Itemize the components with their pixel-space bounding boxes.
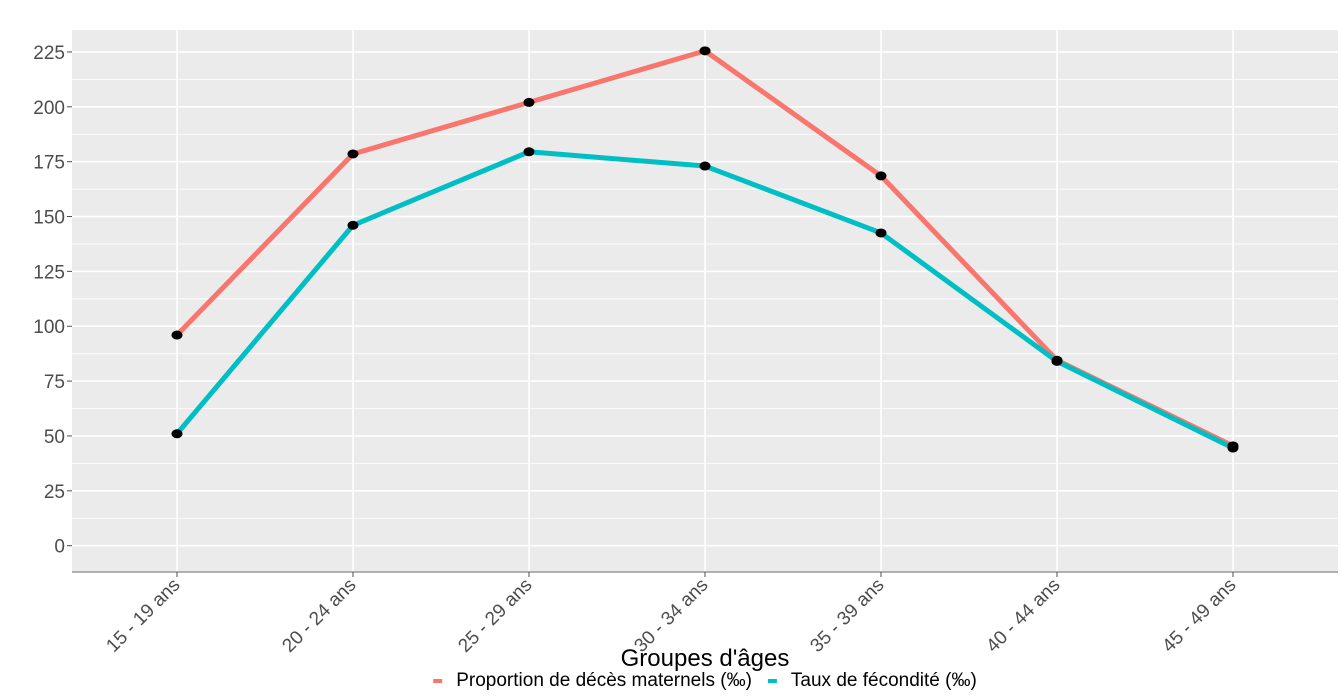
y-tick-label: 200 [33, 98, 65, 119]
x-tick-label: 35 - 39 ans [806, 575, 888, 657]
legend: Proportion de décès maternels (‰) Taux de… [433, 670, 977, 691]
legend-key-2 [767, 679, 777, 683]
x-tick-label: 45 - 49 ans [1158, 575, 1240, 657]
y-tick-label: 175 [33, 153, 65, 174]
data-point-s1-2 [347, 149, 359, 159]
data-point-s1-3 [523, 97, 535, 107]
data-point-s2-5 [875, 228, 887, 238]
x-axis-title: Groupes d'âges [621, 645, 790, 672]
y-tick-label: 100 [33, 317, 65, 338]
series-points [171, 46, 1239, 453]
y-tick-label: 25 [44, 482, 65, 503]
x-tick-label: 40 - 44 ans [982, 575, 1064, 657]
data-point-s1-5 [875, 171, 887, 181]
data-point-s2-6 [1051, 356, 1063, 366]
data-point-s2-4 [699, 161, 711, 171]
y-tick-label: 0 [54, 537, 65, 558]
y-tick-label: 150 [33, 208, 65, 229]
data-point-s2-2 [347, 220, 359, 230]
y-tick-label: 50 [44, 427, 65, 448]
data-point-s2-3 [523, 147, 535, 157]
x-tick-label: 25 - 29 ans [454, 575, 536, 657]
legend-label-1: Proportion de décès maternels (‰) [456, 670, 752, 691]
data-point-s2-7 [1227, 443, 1239, 453]
y-tick-label: 225 [33, 43, 65, 64]
legend-label-2: Taux de fécondité (‰) [791, 670, 977, 691]
data-point-s2-1 [171, 429, 183, 439]
y-axis-ticks: 0 25 50 75 100 125 150 175 200 225 [33, 43, 72, 558]
legend-key-1 [433, 679, 443, 683]
y-tick-label: 75 [44, 372, 65, 393]
y-tick-label: 125 [33, 262, 65, 283]
x-tick-label: 15 - 19 ans [102, 575, 184, 657]
x-tick-label: 20 - 24 ans [278, 575, 360, 657]
data-point-s1-4 [699, 46, 711, 56]
data-point-s1-1 [171, 330, 183, 340]
grid-lines [72, 30, 1338, 572]
